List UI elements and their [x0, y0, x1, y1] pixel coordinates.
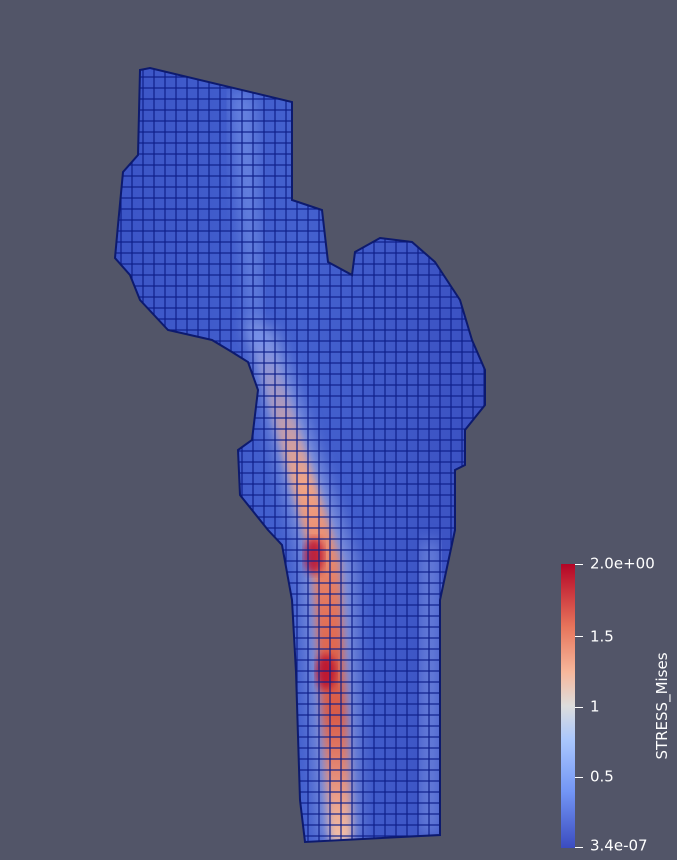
scalar-bar-tick: [575, 636, 583, 637]
scalar-bar-tick: [575, 707, 583, 708]
scalar-bar-label: 1: [590, 697, 600, 716]
scalar-bar-gradient: [561, 564, 575, 848]
scalar-bar-title: STRESS_Mises: [653, 652, 671, 760]
scalar-bar-tick: [575, 777, 583, 778]
scalar-bar-tick: [575, 847, 583, 848]
scalar-bar-tick: [575, 564, 583, 565]
scalar-bar-label-min: 3.4e-07: [590, 836, 648, 855]
scalar-bar-label: 1.5: [590, 627, 614, 646]
scalar-bar-label-max: 2.0e+00: [590, 554, 655, 573]
scalar-bar-label: 0.5: [590, 767, 614, 786]
